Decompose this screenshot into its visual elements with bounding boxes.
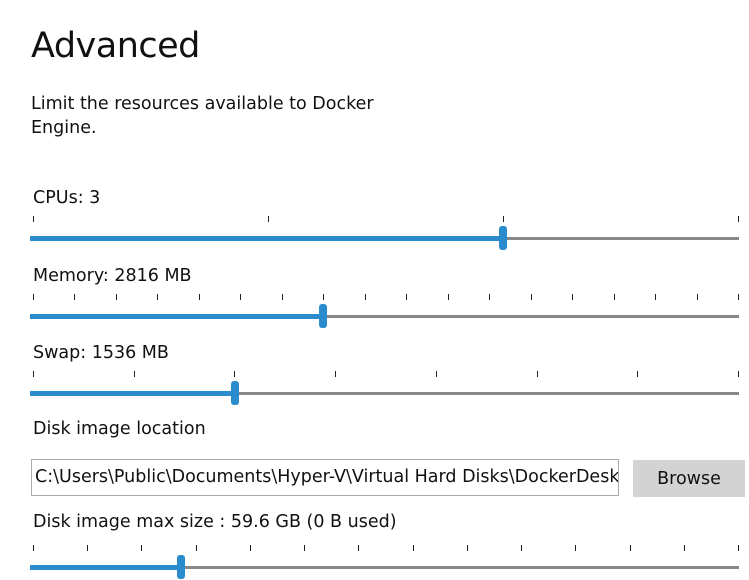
slider-fill	[30, 314, 324, 319]
page-description: Limit the resources available to Docker …	[31, 94, 374, 138]
cpus-label: CPUs: 3	[33, 188, 101, 208]
memory-slider[interactable]	[30, 294, 739, 328]
slider-tick	[33, 216, 34, 222]
slider-tick	[281, 294, 283, 300]
slider-tick	[268, 216, 269, 222]
slider-tick	[412, 545, 414, 551]
slider-tick	[406, 294, 408, 300]
slider-tick	[33, 545, 34, 551]
slider-tick	[157, 294, 159, 300]
slider-tick	[503, 216, 504, 222]
slider-tick	[234, 371, 236, 377]
slider-tick	[198, 294, 200, 300]
slider-tick	[87, 545, 89, 551]
slider-tick	[489, 294, 491, 300]
slider-thumb[interactable]	[230, 381, 239, 405]
slider-tick	[629, 545, 631, 551]
slider-tick	[240, 294, 242, 300]
slider-tick	[536, 371, 538, 377]
cpus-slider[interactable]	[30, 216, 739, 250]
slider-tick	[530, 294, 532, 300]
slider-track[interactable]	[30, 392, 739, 395]
disk-size-label: Disk image max size : 59.6 GB (0 B used)	[33, 512, 397, 532]
slider-tick	[358, 545, 360, 551]
slider-fill	[30, 236, 504, 241]
slider-fill	[30, 391, 235, 396]
slider-tick	[637, 371, 639, 377]
memory-label: Memory: 2816 MB	[33, 266, 192, 286]
slider-tick	[572, 294, 574, 300]
slider-tick	[249, 545, 251, 551]
slider-thumb[interactable]	[499, 226, 508, 250]
swap-label: Swap: 1536 MB	[33, 343, 169, 363]
slider-tick	[195, 545, 197, 551]
slider-tick	[738, 294, 739, 300]
slider-thumb[interactable]	[177, 555, 186, 579]
slider-tick	[141, 545, 143, 551]
slider-tick	[335, 371, 337, 377]
slider-tick	[364, 294, 366, 300]
slider-tick	[74, 294, 76, 300]
slider-tick	[738, 216, 739, 222]
slider-track[interactable]	[30, 566, 739, 569]
slider-track[interactable]	[30, 315, 739, 318]
slider-thumb[interactable]	[319, 304, 328, 328]
slider-tick	[323, 294, 325, 300]
page-title: Advanced	[31, 26, 200, 66]
slider-tick	[466, 545, 468, 551]
slider-tick	[613, 294, 615, 300]
slider-tick	[435, 371, 437, 377]
slider-tick	[133, 371, 135, 377]
slider-tick	[33, 294, 34, 300]
slider-tick	[683, 545, 685, 551]
disk-location-input[interactable]: C:\Users\Public\Documents\Hyper-V\Virtua…	[31, 459, 619, 496]
slider-fill	[30, 565, 182, 570]
disk-location-label: Disk image location	[33, 419, 206, 439]
slider-tick	[521, 545, 523, 551]
slider-tick	[115, 294, 117, 300]
slider-tick	[447, 294, 449, 300]
browse-button[interactable]: Browse	[633, 460, 745, 497]
slider-tick	[696, 294, 698, 300]
swap-slider[interactable]	[30, 371, 739, 405]
slider-tick	[304, 545, 306, 551]
slider-tick	[575, 545, 577, 551]
disk-size-slider[interactable]	[30, 545, 739, 579]
slider-tick	[655, 294, 657, 300]
slider-tick	[738, 371, 739, 377]
slider-tick	[738, 545, 739, 551]
slider-tick	[33, 371, 34, 377]
